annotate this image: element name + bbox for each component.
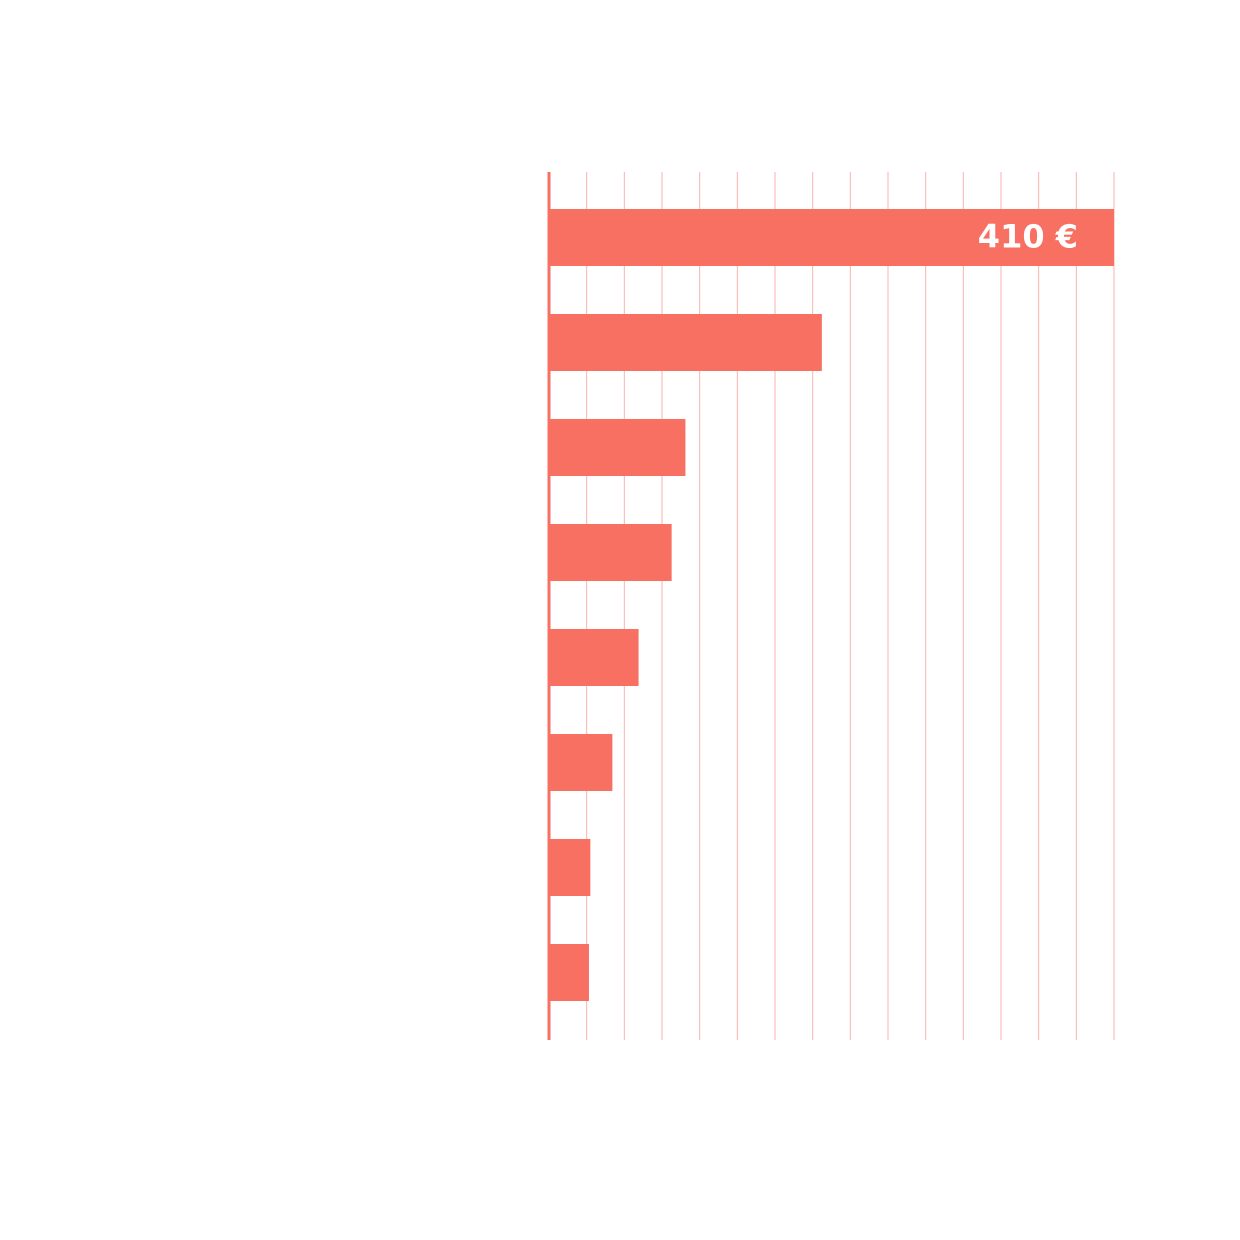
bar [549, 314, 822, 371]
bars: 410 € [549, 209, 1114, 1001]
bar [549, 419, 686, 476]
background-stripes [586, 172, 1115, 1040]
bar [549, 944, 589, 1001]
bar [549, 524, 672, 581]
bar [549, 734, 613, 791]
bar [549, 629, 639, 686]
bar [549, 839, 591, 896]
value-label: 410 € [978, 218, 1078, 256]
bar [549, 209, 1114, 266]
